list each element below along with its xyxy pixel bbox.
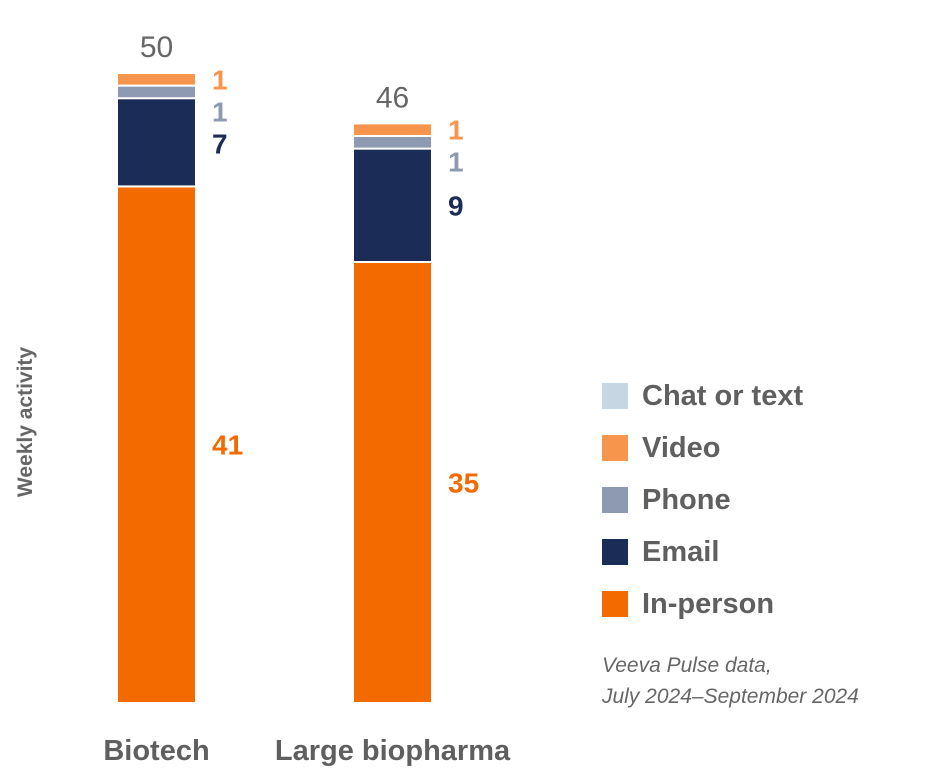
legend-swatch-in-person [602, 591, 628, 617]
legend-label-video: Video [642, 431, 721, 464]
legend-item-phone: Phone [602, 474, 803, 526]
total-label-biotech: 50 [140, 31, 173, 64]
data-label-large-biopharma-email: 9 [448, 190, 464, 221]
source-line-1: Veeva Pulse data, [602, 654, 772, 677]
y-axis-label: Weekly activity [14, 346, 37, 498]
bar-biotech-phone [116, 84, 197, 100]
legend-label-chat-or-text: Chat or text [642, 379, 804, 412]
total-label-large-biopharma: 46 [376, 81, 409, 114]
legend-swatch-chat-or-text [602, 383, 628, 409]
category-label-large-biopharma: Large biopharma [275, 735, 511, 767]
data-label-biotech-phone: 1 [212, 96, 228, 127]
legend-label-email: Email [642, 535, 720, 568]
bar-biotech-video [116, 72, 197, 87]
legend: Chat or text Video Phone Email In-person [602, 370, 803, 630]
legend-label-phone: Phone [642, 483, 731, 516]
bar-large-biopharma-video [352, 122, 433, 138]
data-label-large-biopharma-phone: 1 [448, 147, 464, 178]
data-label-biotech-email: 7 [212, 128, 228, 159]
legend-item-chat-or-text: Chat or text [602, 370, 803, 422]
legend-label-in-person: In-person [642, 587, 775, 620]
legend-item-in-person: In-person [602, 578, 803, 630]
bar-biotech-in-person [116, 185, 197, 704]
data-label-biotech-in-person: 41 [212, 430, 243, 461]
bar-biotech-email [116, 97, 197, 188]
data-label-large-biopharma-in-person: 35 [448, 468, 479, 499]
legend-swatch-phone [602, 487, 628, 513]
legend-item-email: Email [602, 526, 803, 578]
source-line-2: July 2024–September 2024 [602, 685, 859, 708]
bar-large-biopharma-phone [352, 135, 433, 150]
legend-swatch-email [602, 539, 628, 565]
legend-item-video: Video [602, 422, 803, 474]
bar-large-biopharma-email [352, 147, 433, 264]
source-note: Veeva Pulse data, July 2024–September 20… [602, 650, 859, 712]
data-label-biotech-video: 1 [212, 64, 228, 95]
bar-large-biopharma-in-person [352, 261, 433, 704]
legend-swatch-video [602, 435, 628, 461]
data-label-large-biopharma-video: 1 [448, 115, 464, 146]
category-label-biotech: Biotech [103, 735, 209, 767]
